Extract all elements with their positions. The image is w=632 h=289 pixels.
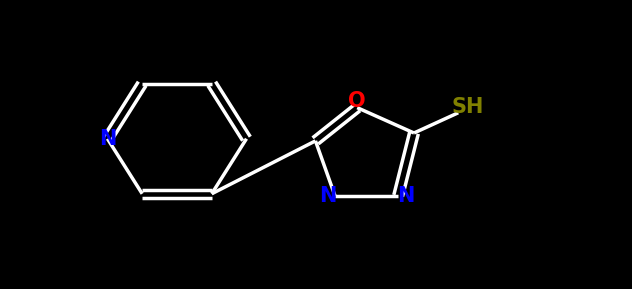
Text: N: N xyxy=(99,129,116,149)
Text: N: N xyxy=(319,186,336,206)
Text: O: O xyxy=(348,91,366,111)
Text: N: N xyxy=(397,186,415,206)
Text: SH: SH xyxy=(451,97,484,117)
